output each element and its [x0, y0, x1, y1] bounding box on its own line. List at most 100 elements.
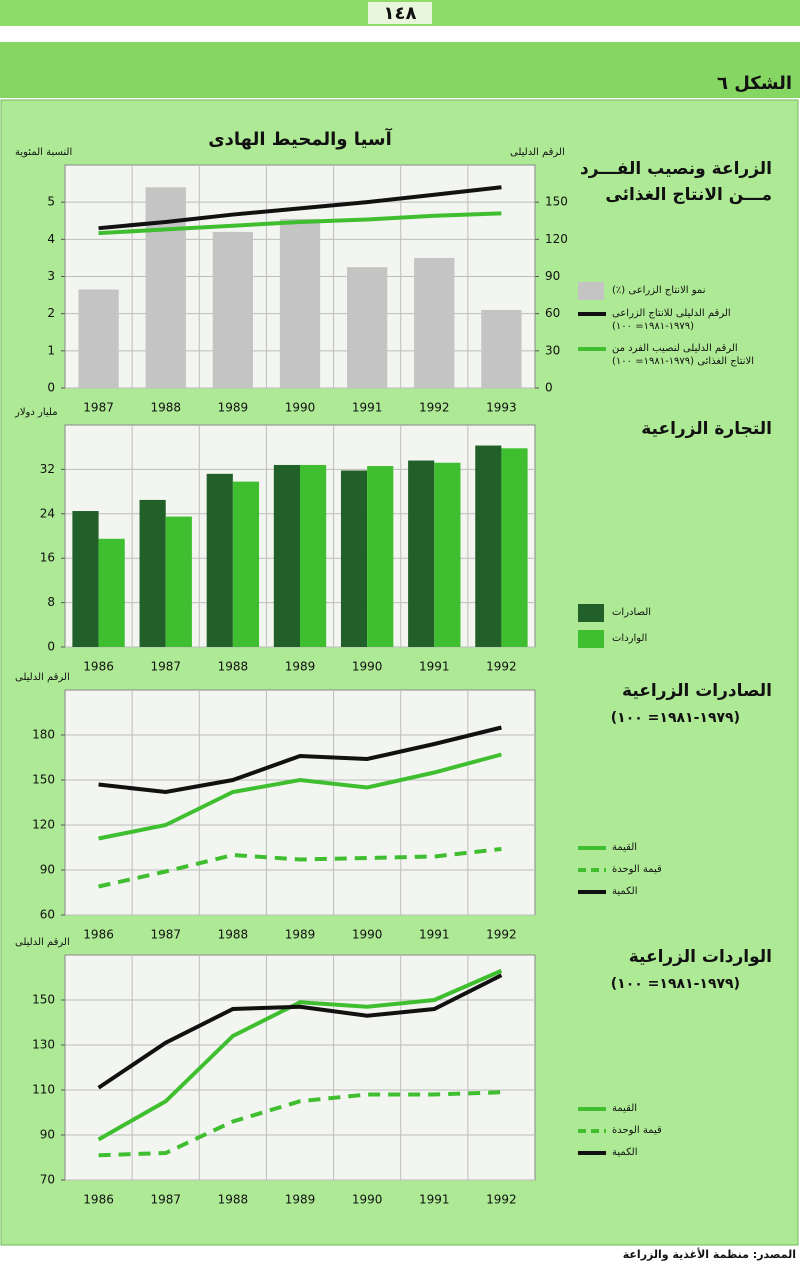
x-tick-label: 1992	[486, 928, 517, 942]
bar	[78, 289, 119, 388]
x-tick-label: 1986	[83, 660, 114, 674]
bar	[72, 511, 99, 647]
bar	[434, 462, 461, 647]
y2-axis-label: الرقم الدليلى	[510, 147, 565, 158]
y2-tick-label: 60	[545, 306, 560, 320]
y2-tick-label: 150	[545, 195, 568, 209]
y-axis-label: مليار دولار	[14, 407, 58, 418]
x-tick-label: 1987	[150, 928, 181, 942]
legend-label: الكمية	[612, 886, 638, 897]
legend-label: الواردات	[612, 633, 648, 644]
side-subtitle: (١٩٧٩-١٩٨١= ١٠٠)	[610, 976, 740, 992]
x-tick-label: 1991	[352, 401, 383, 415]
legend-label: الكمية	[612, 1147, 638, 1158]
y-tick-label: 24	[40, 506, 55, 520]
x-tick-label: 1991	[419, 928, 450, 942]
legend-label: قيمة الوحدة	[612, 1125, 662, 1136]
x-tick-label: 1991	[419, 660, 450, 674]
legend-label: الرقم الدليلى للانتاج الزراعى (١٩٧٩-١٩٨١…	[612, 308, 731, 332]
bar	[367, 466, 394, 647]
x-tick-label: 1986	[83, 928, 114, 942]
y-tick-label: 130	[32, 1038, 55, 1052]
bar	[481, 309, 522, 388]
bar	[340, 470, 368, 647]
bar	[279, 218, 321, 388]
bar	[300, 464, 327, 647]
y2-tick-label: 0	[545, 381, 553, 395]
line-series	[97, 973, 503, 1090]
bar	[501, 448, 528, 647]
legend-label: القيمة	[612, 1103, 638, 1114]
plot-area	[64, 689, 536, 916]
bar	[212, 231, 253, 388]
y-tick-label: 150	[32, 773, 55, 787]
y-tick-label: 0	[47, 640, 55, 654]
line-series	[98, 1090, 502, 1158]
x-tick-label: 1986	[83, 1193, 114, 1207]
bar	[98, 538, 125, 647]
y2-tick-label: 30	[545, 343, 560, 357]
x-tick-label: 1991	[419, 1193, 450, 1207]
x-tick-label: 1989	[285, 928, 316, 942]
plot-area	[64, 954, 536, 1181]
side-title: الزراعة ونصيب الفـــرد مـــن الانتاج الغ…	[580, 159, 772, 205]
y-tick-label: 3	[47, 269, 55, 283]
bar	[165, 516, 192, 647]
y-tick-label: 4	[47, 232, 55, 246]
x-tick-label: 1988	[218, 660, 249, 674]
y-tick-label: 2	[47, 306, 55, 320]
x-tick-label: 1990	[285, 401, 316, 415]
bar	[347, 267, 388, 388]
y-tick-label: 90	[40, 863, 55, 877]
x-tick-label: 1990	[352, 660, 383, 674]
bar	[408, 460, 435, 647]
legend-label: القيمة	[612, 842, 638, 853]
side-title: الواردات الزراعية	[628, 947, 772, 967]
x-tick-label: 1992	[486, 1193, 517, 1207]
legend-swatch	[578, 604, 604, 622]
y-tick-label: 120	[32, 818, 55, 832]
y-tick-label: 5	[47, 195, 55, 209]
y-axis-label: النسبة المئوية	[15, 147, 72, 158]
legend-label: الصادرات	[612, 607, 652, 618]
y-tick-label: 110	[32, 1083, 55, 1097]
x-tick-label: 1989	[285, 660, 316, 674]
page-number-box	[368, 2, 432, 24]
bar	[139, 499, 166, 647]
bar	[273, 464, 300, 647]
x-tick-label: 1989	[285, 1193, 316, 1207]
line-series	[98, 725, 502, 795]
x-tick-label: 1990	[352, 928, 383, 942]
source: المصدر: منظمة الأغذية والزراعة	[623, 1247, 796, 1261]
legend-swatch	[578, 282, 604, 300]
y-tick-label: 180	[32, 728, 55, 742]
bar	[232, 481, 260, 647]
bar	[206, 473, 233, 647]
x-tick-label: 1989	[218, 401, 249, 415]
y-tick-label: 1	[47, 343, 55, 357]
figure-title: آسيا والمحيط الهادى	[208, 127, 392, 150]
x-tick-label: 1987	[83, 401, 114, 415]
line-series	[98, 185, 502, 231]
y-tick-label: 32	[40, 462, 55, 476]
x-tick-label: 1987	[150, 660, 181, 674]
y-tick-label: 8	[47, 595, 55, 609]
line-series	[98, 752, 502, 841]
y-axis-label: الرقم الدليلى	[15, 937, 70, 948]
x-tick-label: 1987	[150, 1193, 181, 1207]
y-tick-label: 70	[40, 1173, 55, 1187]
page-number: ١٤٨	[384, 3, 417, 24]
line-series	[98, 847, 502, 889]
legend-label: نمو الانتاج الزراعى (٪)	[612, 285, 706, 296]
x-tick-label: 1993	[486, 401, 517, 415]
legend-label: قيمة الوحدة	[612, 864, 662, 875]
side-title: الصادرات الزراعية	[622, 681, 772, 701]
x-tick-label: 1990	[352, 1193, 383, 1207]
x-tick-label: 1992	[419, 401, 450, 415]
x-tick-label: 1992	[486, 660, 517, 674]
line-series	[97, 968, 503, 1142]
bar	[475, 445, 502, 647]
side-subtitle: (١٩٧٩-١٩٨١= ١٠٠)	[610, 710, 740, 726]
